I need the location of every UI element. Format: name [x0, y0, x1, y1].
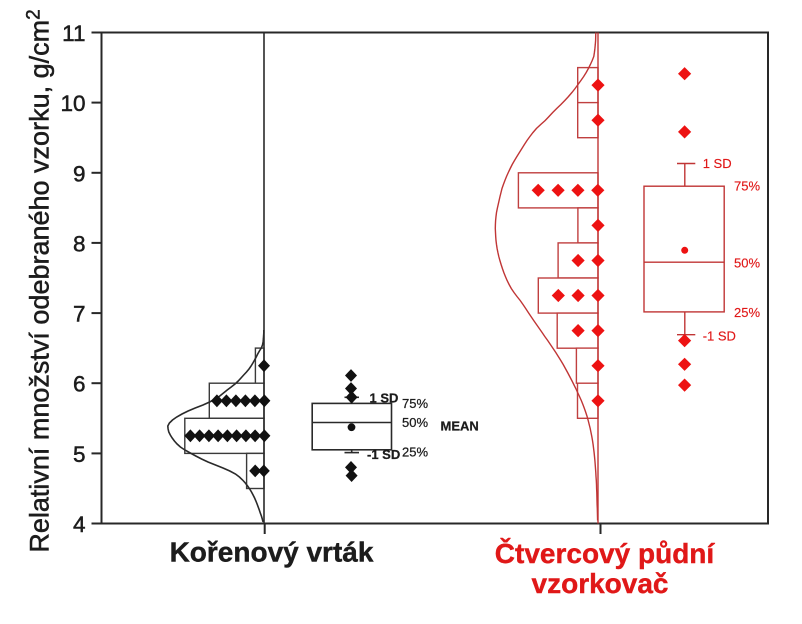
svg-text:50%: 50%: [734, 256, 760, 271]
svg-text:50%: 50%: [402, 415, 428, 430]
svg-text:6: 6: [73, 372, 86, 397]
svg-text:10: 10: [60, 91, 85, 116]
svg-text:11: 11: [62, 21, 85, 46]
svg-text:9: 9: [73, 161, 86, 186]
svg-text:Kořenový vrták: Kořenový vrták: [170, 537, 374, 568]
svg-text:vzorkovač: vzorkovač: [532, 568, 669, 599]
svg-text:-1 SD: -1 SD: [703, 328, 736, 343]
svg-text:5: 5: [73, 442, 86, 467]
svg-text:4: 4: [73, 512, 86, 537]
svg-text:MEAN: MEAN: [441, 419, 479, 434]
svg-text:75%: 75%: [734, 179, 760, 194]
svg-text:-1 SD: -1 SD: [367, 447, 400, 462]
svg-text:25%: 25%: [402, 445, 428, 460]
svg-text:1 SD: 1 SD: [703, 156, 732, 171]
svg-text:Relativní množství odebraného: Relativní množství odebraného vzorku, g/…: [24, 9, 55, 552]
svg-text:75%: 75%: [402, 396, 428, 411]
svg-text:1 SD: 1 SD: [370, 390, 399, 405]
svg-text:7: 7: [73, 302, 86, 327]
svg-text:Čtvercový půdní: Čtvercový půdní: [495, 537, 716, 569]
svg-text:8: 8: [73, 231, 86, 256]
svg-text:25%: 25%: [734, 305, 760, 320]
